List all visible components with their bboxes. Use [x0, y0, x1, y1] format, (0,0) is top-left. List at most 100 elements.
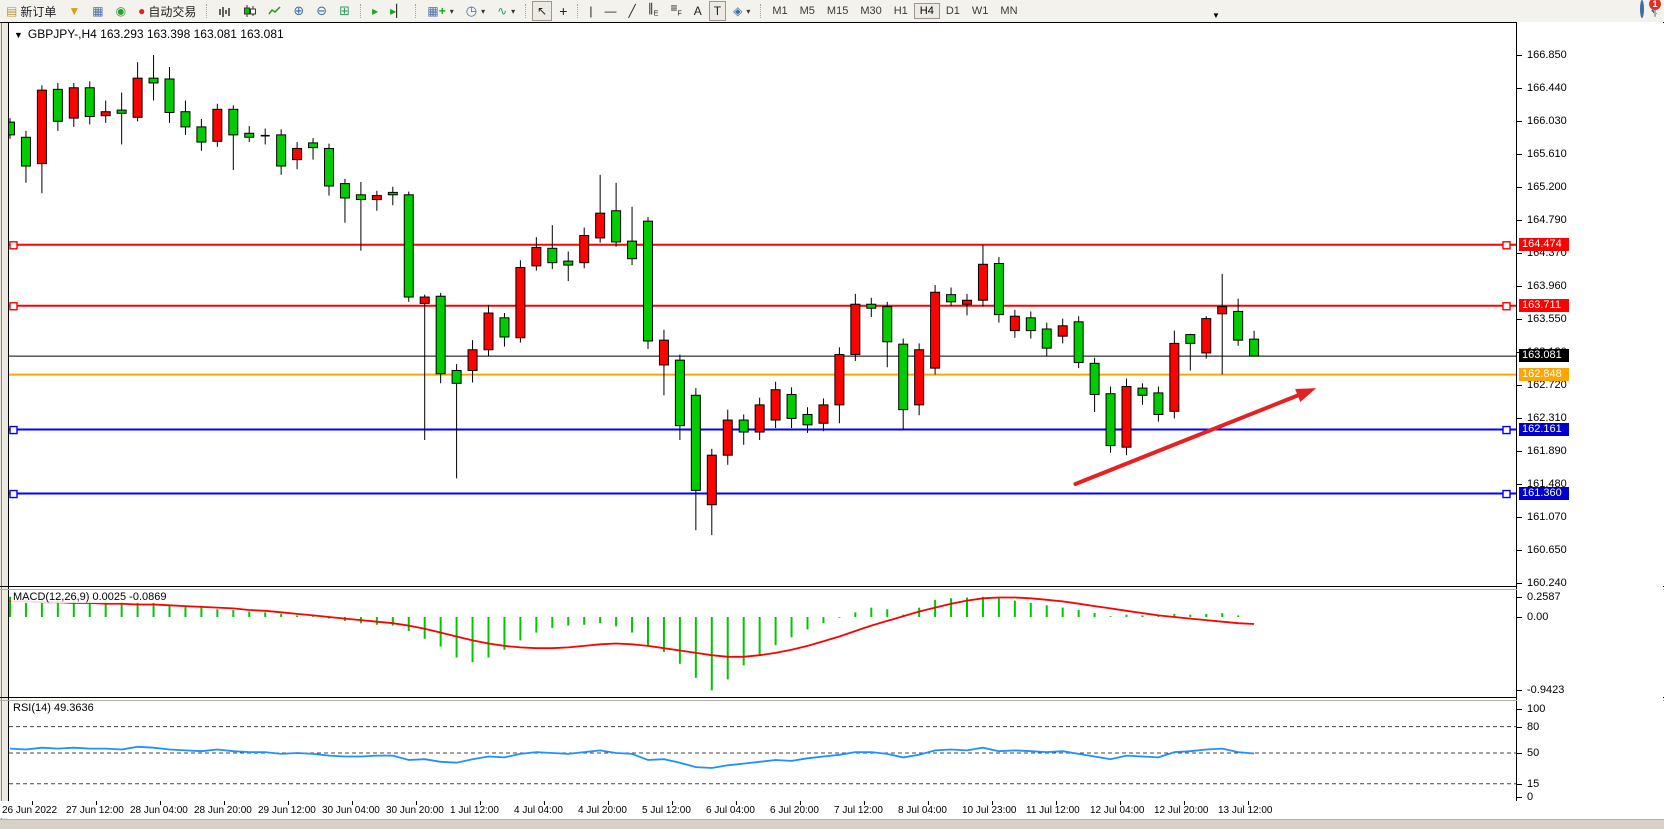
macd-tick-label: 0.00: [1527, 611, 1549, 623]
price-badge-163.711: 163.711: [1519, 298, 1569, 312]
text-label-button[interactable]: T: [708, 1, 727, 21]
chart-shift-button[interactable]: ▸▏: [385, 1, 410, 21]
time-label: 6 Jul 04:00: [706, 805, 755, 816]
price-tick: [1517, 154, 1522, 156]
timeframe-button-m15[interactable]: M15: [826, 5, 849, 17]
line-chart-button[interactable]: [263, 1, 286, 21]
indicators-button[interactable]: ∿ ▾: [492, 1, 520, 21]
window-bottom-strip: [0, 819, 1664, 829]
timeframe-button-h1[interactable]: H1: [893, 5, 908, 17]
toolbar-separator: [760, 4, 762, 18]
timeframe-button-w1[interactable]: W1: [971, 5, 989, 17]
price-tick-label: 165.200: [1527, 180, 1567, 193]
time-label: 12 Jul 20:00: [1154, 805, 1209, 816]
price-axis[interactable]: 166.850 166.440 166.030 165.610 165.200 164.7…: [1517, 22, 1663, 803]
funnel-button[interactable]: ▼: [63, 1, 85, 21]
price-tick-label: 166.030: [1527, 114, 1567, 127]
new-chart-icon: ▦+: [427, 4, 446, 18]
text-button[interactable]: A: [689, 1, 707, 21]
toolbar-separator: [577, 4, 579, 18]
notification-badge: 1: [1649, 0, 1661, 10]
time-tick: [608, 801, 609, 805]
crosshair-button[interactable]: +: [554, 1, 572, 21]
vertical-line-button[interactable]: |: [584, 1, 597, 21]
fibonacci-button[interactable]: ≡F: [665, 1, 686, 21]
macd-tick: [1517, 617, 1522, 618]
zoom-out-button[interactable]: ⊖: [311, 1, 332, 21]
timeframe-button-m30[interactable]: M30: [860, 5, 882, 17]
time-label: 26 Jun 2022: [2, 805, 58, 816]
main-macd-separator[interactable]: [0, 586, 1664, 587]
bar-chart-button[interactable]: [213, 1, 236, 21]
new-chart-button[interactable]: ▦+ ▾: [422, 1, 458, 21]
toolbar-separator: [360, 4, 362, 18]
rsi-tick-label: 0: [1527, 791, 1534, 803]
timeframe-button-mn[interactable]: MN: [1000, 5, 1018, 17]
macd-tick: [1517, 596, 1522, 598]
time-tick: [480, 801, 481, 805]
toolbar-separator: [415, 4, 417, 18]
time-axis[interactable]: 26 Jun 2022 27 Jun 12:00 28 Jun 04:00 28 Ju…: [0, 801, 1664, 818]
toolbar-overflow-icon[interactable]: ▼: [1212, 11, 1220, 20]
rsi-panel-canvas[interactable]: [9, 701, 1516, 800]
price-tick-label: 160.240: [1527, 577, 1567, 589]
macd-rsi-separator[interactable]: [0, 697, 1664, 698]
tile-windows-button[interactable]: ⊞: [334, 1, 355, 21]
timeframe-button-d1[interactable]: D1: [945, 5, 960, 17]
time-label: 28 Jun 04:00: [130, 805, 188, 816]
macd-label: MACD(12,26,9) 0.0025 -0.0869: [11, 591, 169, 603]
line-handle: [9, 241, 18, 250]
time-tick: [992, 801, 993, 805]
macd-signal-line: [10, 596, 1255, 658]
price-tick: [1517, 318, 1522, 320]
tile-windows-icon: ⊞: [339, 3, 351, 18]
auto-trading-button[interactable]: ● 自动交易: [133, 1, 201, 21]
timeframe-group: M1 M5 M15 M30 H1 H4 D1 W1 MN: [766, 3, 1023, 19]
period-button[interactable]: ◷ ▾: [461, 1, 490, 21]
search-button[interactable]: [1640, 0, 1644, 18]
price-tick: [1517, 186, 1522, 188]
crosshair-icon: +: [559, 3, 568, 19]
time-tick: [544, 801, 545, 805]
price-tick: [1517, 87, 1522, 89]
price-tick-label: 161.890: [1527, 445, 1567, 458]
market-watch-button[interactable]: ▦: [87, 1, 108, 21]
market-watch-icon: ▦: [92, 4, 104, 18]
new-order-icon: ▤: [6, 4, 18, 18]
trend-arrow-head: [1295, 388, 1317, 402]
line-handle: [9, 302, 18, 311]
time-label: 28 Jun 20:00: [194, 805, 252, 816]
fibonacci-icon: ≡F: [670, 0, 682, 18]
shapes-button[interactable]: ◈ ▾: [728, 1, 755, 21]
timeframe-button-h4[interactable]: H4: [913, 3, 940, 19]
signal-button[interactable]: ◉: [111, 1, 131, 21]
timeframe-button-m5[interactable]: M5: [799, 5, 815, 17]
macd-panel-canvas[interactable]: [9, 590, 1516, 697]
price-badge-162.848: 162.848: [1519, 367, 1569, 381]
auto-scroll-button[interactable]: ▸: [367, 1, 383, 21]
candlestick-chart-button[interactable]: [238, 1, 261, 21]
rsi-tick: [1517, 753, 1522, 754]
time-tick: [1056, 801, 1057, 805]
cursor-button[interactable]: ↖: [532, 1, 553, 21]
rsi-tick: [1517, 709, 1522, 710]
window-left-edge: [1, 22, 2, 829]
channel-button[interactable]: ∥E: [643, 1, 664, 21]
panel-resize-handle[interactable]: [0, 700, 1664, 701]
horizontal-line-button[interactable]: —: [600, 1, 622, 21]
panel-resize-handle[interactable]: [0, 589, 1664, 590]
price-tick: [1517, 219, 1522, 221]
price-axis-border: [1516, 22, 1517, 801]
candlestick-series: [9, 55, 1260, 536]
main-chart-canvas[interactable]: [9, 23, 1516, 586]
price-tick: [1517, 285, 1522, 287]
trendline-button[interactable]: ╱: [624, 1, 641, 21]
timeframe-button-m1[interactable]: M1: [772, 5, 788, 17]
time-tick: [672, 801, 673, 805]
chat-button[interactable]: 1: [1649, 0, 1661, 17]
chart-title[interactable]: ▼ GBPJPY-,H4 163.293 163.398 163.081 163.…: [14, 27, 284, 41]
new-order-button[interactable]: ▤ 新订单: [1, 1, 61, 21]
zoom-in-button[interactable]: ⊕: [288, 1, 309, 21]
time-label: 11 Jul 12:00: [1026, 805, 1080, 816]
price-tick: [1517, 550, 1522, 552]
